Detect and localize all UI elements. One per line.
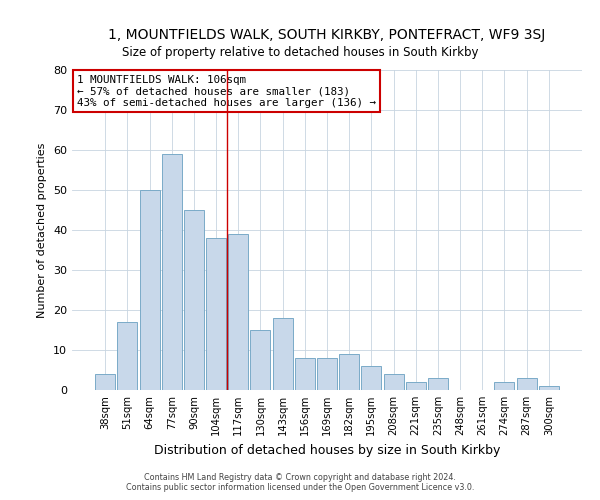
Bar	[428, 378, 448, 390]
Bar	[250, 330, 271, 390]
Bar	[339, 354, 359, 390]
Text: Size of property relative to detached houses in South Kirkby: Size of property relative to detached ho…	[122, 46, 478, 59]
X-axis label: Distribution of detached houses by size in South Kirkby: Distribution of detached houses by size …	[154, 444, 500, 456]
Text: Contains HM Land Registry data © Crown copyright and database right 2024.
Contai: Contains HM Land Registry data © Crown c…	[126, 473, 474, 492]
Bar	[184, 210, 204, 390]
Bar	[206, 238, 226, 390]
Bar	[539, 386, 559, 390]
Text: 1 MOUNTFIELDS WALK: 106sqm
← 57% of detached houses are smaller (183)
43% of sem: 1 MOUNTFIELDS WALK: 106sqm ← 57% of deta…	[77, 75, 376, 108]
Bar	[162, 154, 182, 390]
Bar	[383, 374, 404, 390]
Bar	[95, 374, 115, 390]
Bar	[317, 358, 337, 390]
Bar	[118, 322, 137, 390]
Bar	[406, 382, 426, 390]
Bar	[140, 190, 160, 390]
Bar	[272, 318, 293, 390]
Bar	[494, 382, 514, 390]
Bar	[228, 234, 248, 390]
Bar	[361, 366, 382, 390]
Bar	[295, 358, 315, 390]
Title: 1, MOUNTFIELDS WALK, SOUTH KIRKBY, PONTEFRACT, WF9 3SJ: 1, MOUNTFIELDS WALK, SOUTH KIRKBY, PONTE…	[109, 28, 545, 42]
Bar	[517, 378, 536, 390]
Y-axis label: Number of detached properties: Number of detached properties	[37, 142, 47, 318]
